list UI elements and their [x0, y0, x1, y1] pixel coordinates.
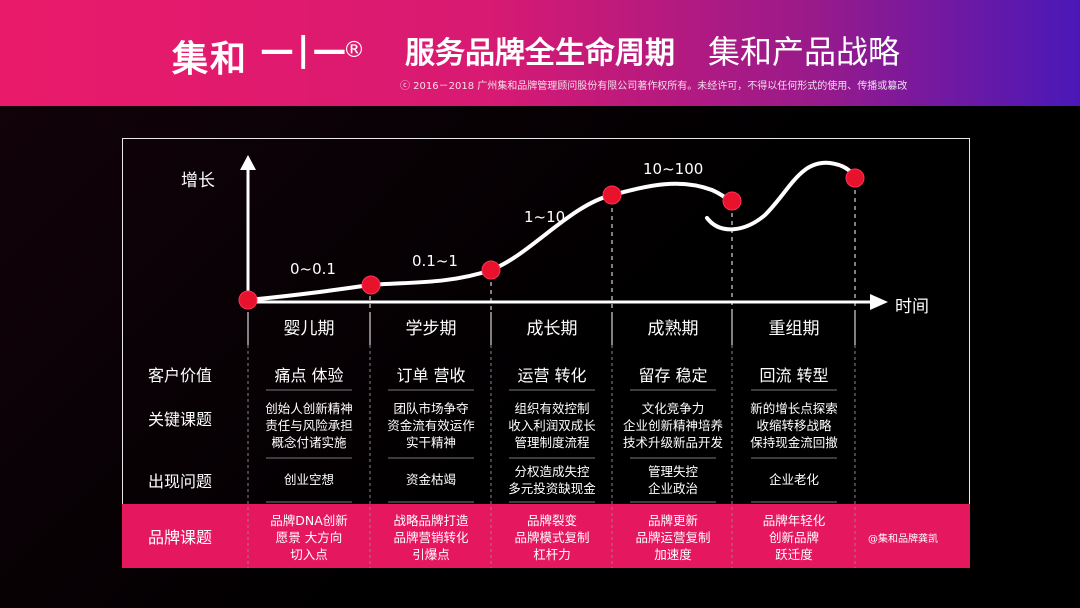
- brand-topics-cell: 品牌更新 品牌运营复制 加速度: [613, 512, 733, 563]
- cell-line: 团队市场争夺: [393, 401, 469, 416]
- milestone-point: [845, 168, 865, 188]
- range-label: 0~0.1: [290, 260, 336, 278]
- cell-line: 创新品牌: [768, 530, 819, 545]
- phase-label: 婴儿期: [283, 319, 335, 339]
- cell-line: 分权造成失控: [514, 464, 590, 479]
- copyright-notice: ⓒ 2016－2018 广州集和品牌管理顾问股份有限公司著作权所有。未经许可，不…: [400, 81, 908, 92]
- cell-line: 跃迁度: [775, 547, 813, 562]
- phase-label: 成长期: [526, 319, 578, 339]
- brand-topics-bar: [122, 504, 970, 568]
- x-axis-arrow: [870, 294, 888, 310]
- milestone-point: [722, 191, 742, 211]
- cell-line: 创始人创新精神: [265, 401, 353, 416]
- key-topics-cell: 组织有效控制 收入利润双成长 管理制度流程: [492, 400, 612, 451]
- problems-cell: 分权造成失控 多元投资缺现金: [492, 463, 612, 497]
- brand-topics-cell: 战略品牌打造 品牌营销转化 引爆点: [371, 512, 491, 563]
- brand-logo: 集和: [172, 39, 249, 80]
- cell-line: 资金枯竭: [405, 472, 456, 487]
- milestone-point: [602, 185, 622, 205]
- page-title: 服务品牌全生命周期: [405, 36, 675, 71]
- brand-topics-cell: 品牌年轻化 创新品牌 跃迁度: [734, 512, 854, 563]
- cell-line: 技术升级新品开发: [622, 435, 723, 450]
- problems-cell: 管理失控 企业政治: [613, 463, 733, 497]
- milestone-point: [481, 260, 501, 280]
- cell-line: 战略品牌打造: [393, 513, 469, 528]
- customer-value-cell: 留存 稳定: [638, 366, 708, 385]
- cell-line: 品牌更新: [647, 513, 698, 528]
- customer-value-cell: 回流 转型: [759, 366, 829, 385]
- cell-line: 收缩转移战略: [756, 418, 832, 433]
- x-axis-label: 时间: [895, 297, 929, 317]
- phase-label: 重组期: [768, 319, 820, 339]
- cell-line: 加速度: [654, 547, 692, 562]
- row-label-key-topics: 关键课题: [148, 410, 213, 429]
- cell-line: 新的增长点探索: [750, 401, 838, 416]
- cell-line: 组织有效控制: [514, 401, 590, 416]
- key-topics-cell: 创始人创新精神 责任与风险承担 概念付诸实施: [249, 400, 369, 451]
- cell-line: 品牌年轻化: [762, 513, 826, 528]
- cell-line: 杠杆力: [533, 547, 571, 562]
- brand-topics-cell: 品牌裂变 品牌模式复制 杠杆力: [492, 512, 612, 563]
- cell-line: 收入利润双成长: [508, 418, 596, 433]
- row-label-brand-topics: 品牌课题: [148, 528, 213, 547]
- cell-line: 概念付诸实施: [271, 435, 347, 450]
- renewal-curve: [705, 160, 857, 232]
- cell-line: 实干精神: [405, 435, 456, 450]
- customer-value-cell: 运营 转化: [517, 366, 587, 385]
- cell-line: 保持现金流回撤: [750, 435, 838, 450]
- cell-line: 引爆点: [412, 547, 450, 562]
- range-label: 0.1~1: [412, 252, 458, 270]
- milestone-point: [361, 275, 381, 295]
- cell-line: 品牌DNA创新: [270, 513, 348, 528]
- problems-cell: 企业老化: [734, 471, 854, 488]
- phase-label: 学步期: [405, 319, 457, 339]
- cell-line: 企业创新精神培养: [622, 418, 723, 433]
- cell-line: 责任与风险承担: [265, 418, 353, 433]
- key-topics-cell: 团队市场争夺 资金流有效运作 实干精神: [371, 400, 491, 451]
- cell-line: 多元投资缺现金: [508, 481, 596, 496]
- milestone-point: [238, 290, 258, 310]
- cell-line: 切入点: [290, 547, 328, 562]
- cell-line: 企业老化: [768, 472, 819, 487]
- registered-mark: ®: [343, 38, 365, 63]
- range-label: 10~100: [643, 160, 704, 178]
- problems-cell: 创业空想: [249, 471, 369, 488]
- author-credit: @集和品牌龚凯: [868, 534, 938, 545]
- cell-line: 品牌模式复制: [514, 530, 590, 545]
- customer-value-cell: 痛点 体验: [274, 366, 344, 385]
- cell-line: 品牌营销转化: [393, 530, 469, 545]
- header-banner: 集和 —|— ® 服务品牌全生命周期 集和产品战略 ⓒ 2016－2018 广州…: [0, 0, 1080, 106]
- page-subtitle: 集和产品战略: [708, 33, 901, 71]
- range-label: 1~10: [524, 208, 566, 226]
- customer-value-cell: 订单 营收: [396, 366, 466, 385]
- key-topics-cell: 文化竞争力 企业创新精神培养 技术升级新品开发: [613, 400, 733, 451]
- cell-line: 愿景 大方向: [275, 530, 343, 545]
- growth-curve: [246, 181, 735, 302]
- cell-line: 文化竞争力: [641, 401, 705, 416]
- row-label-customer-value: 客户价值: [148, 366, 213, 385]
- y-axis-label: 增长: [181, 171, 215, 191]
- brand-topics-cell: 品牌DNA创新 愿景 大方向 切入点: [249, 512, 369, 563]
- key-topics-cell: 新的增长点探索 收缩转移战略 保持现金流回撤: [734, 400, 854, 451]
- row-label-problems: 出现问题: [148, 472, 213, 491]
- problems-cell: 资金枯竭: [371, 471, 491, 488]
- brand-logo-mark: —|—: [260, 30, 350, 70]
- y-axis-arrow: [240, 155, 256, 170]
- cell-line: 管理失控: [647, 464, 698, 479]
- cell-line: 管理制度流程: [514, 435, 590, 450]
- cell-line: 品牌裂变: [526, 513, 577, 528]
- phase-label: 成熟期: [647, 319, 699, 339]
- cell-line: 创业空想: [283, 472, 334, 487]
- cell-line: 资金流有效运作: [387, 418, 475, 433]
- cell-line: 企业政治: [647, 481, 698, 496]
- cell-line: 品牌运营复制: [635, 530, 711, 545]
